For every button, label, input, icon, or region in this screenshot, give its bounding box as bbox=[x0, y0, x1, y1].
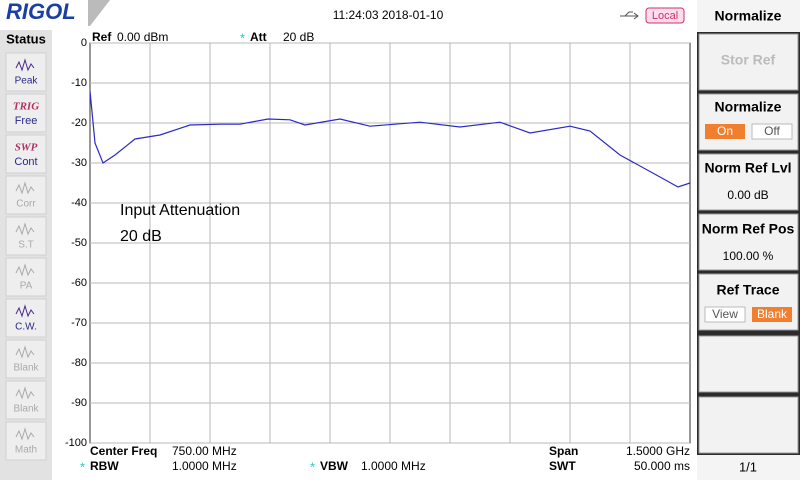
logo: RIGOL bbox=[6, 0, 76, 24]
ref-value: 0.00 dBm bbox=[117, 30, 168, 44]
option-view[interactable] bbox=[704, 306, 746, 323]
status-label: Corr bbox=[16, 199, 36, 210]
y-tick-label: -40 bbox=[71, 197, 87, 209]
y-tick-label: -30 bbox=[71, 157, 87, 169]
status-icon bbox=[15, 386, 35, 400]
header-bar bbox=[0, 0, 697, 30]
softkey-value: 0.00 dB bbox=[727, 188, 768, 202]
option-label: View bbox=[712, 307, 738, 321]
att-value: 20 dB bbox=[283, 30, 314, 44]
remote: Local bbox=[652, 10, 678, 22]
status-label: Blank bbox=[13, 404, 39, 415]
usb-icon bbox=[620, 11, 639, 20]
status-label: S.T bbox=[18, 240, 34, 251]
status-title: Status bbox=[6, 31, 46, 46]
span-value: 1.5000 GHz bbox=[626, 444, 690, 458]
status-label: Math bbox=[15, 445, 37, 456]
softkey-label: Norm Ref Pos bbox=[702, 221, 795, 237]
status-icon bbox=[15, 58, 35, 72]
trace bbox=[89, 90, 691, 188]
status-tile bbox=[5, 257, 47, 297]
softkey-label: Normalize bbox=[715, 99, 782, 115]
status-icon bbox=[15, 181, 35, 195]
swt-label: SWT bbox=[549, 459, 576, 473]
status-icon bbox=[15, 263, 35, 277]
status-tile bbox=[5, 93, 47, 133]
status-label: Peak bbox=[15, 76, 39, 87]
softkey[interactable] bbox=[698, 396, 799, 454]
span-label: Span bbox=[549, 444, 578, 458]
status-icon bbox=[15, 222, 35, 236]
status-label: TRIG bbox=[13, 101, 39, 113]
status-label: SWP bbox=[15, 142, 38, 154]
menu-header bbox=[697, 0, 800, 32]
y-tick-label: -60 bbox=[71, 277, 87, 289]
att-label: Att bbox=[250, 30, 267, 44]
y-tick-label: -70 bbox=[71, 317, 87, 329]
annotation: 20 dB bbox=[120, 228, 162, 245]
status-tile bbox=[5, 134, 47, 174]
vbw-marker: * bbox=[310, 459, 315, 474]
option-blank[interactable] bbox=[752, 307, 792, 322]
status-label: PA bbox=[20, 281, 33, 292]
softkey[interactable] bbox=[698, 335, 799, 393]
status-tile bbox=[5, 339, 47, 379]
logo-deco bbox=[88, 0, 110, 26]
ref-label: Ref bbox=[92, 30, 112, 44]
softkey[interactable] bbox=[698, 153, 799, 211]
annotation: Input Attenuation bbox=[120, 202, 240, 219]
plot: 0 -10 -20 -30 -40 -50 -60 -70 -80 -90 -100 bbox=[65, 37, 691, 449]
y-tick-label: -80 bbox=[71, 357, 87, 369]
option-label: Off bbox=[764, 124, 780, 138]
status-label: C.W. bbox=[15, 322, 37, 333]
local-box bbox=[645, 7, 685, 24]
option-off[interactable] bbox=[751, 123, 793, 140]
vbw-value: 1.0000 MHz bbox=[361, 459, 426, 473]
status-icon bbox=[15, 345, 35, 359]
softkey-label: Ref Trace bbox=[716, 282, 779, 298]
y-tick-label: -10 bbox=[71, 77, 87, 89]
y-tick-label: 0 bbox=[81, 37, 87, 49]
softkey-value: 100.00 % bbox=[723, 249, 774, 263]
status-tile bbox=[5, 52, 47, 92]
status-items: Peak TRIG Free SWP Cont Corr S.T PA C.W. Blank Bla… bbox=[5, 52, 47, 461]
status-tile bbox=[5, 216, 47, 256]
page-bar bbox=[697, 455, 800, 480]
y-tick-label: -50 bbox=[71, 237, 87, 249]
center-value: 750.00 MHz bbox=[172, 444, 237, 458]
status-tile bbox=[5, 175, 47, 215]
center-label: Center Freq bbox=[90, 444, 157, 458]
option-label: On bbox=[717, 124, 733, 138]
softkey-label: Norm Ref Lvl bbox=[704, 160, 791, 176]
rbw-label: RBW bbox=[90, 459, 119, 473]
status-tile bbox=[5, 298, 47, 338]
status-icon bbox=[15, 427, 35, 441]
softkey[interactable] bbox=[698, 93, 799, 151]
status-tile bbox=[5, 380, 47, 420]
option-on[interactable] bbox=[705, 124, 745, 139]
status-tile bbox=[5, 421, 47, 461]
menu-title: Normalize bbox=[715, 8, 782, 24]
y-tick-label: -20 bbox=[71, 117, 87, 129]
page-indicator: 1/1 bbox=[739, 459, 757, 474]
status-label: Cont bbox=[14, 156, 37, 168]
softkey[interactable] bbox=[698, 213, 799, 271]
option-label: Blank bbox=[757, 307, 788, 321]
softkey[interactable] bbox=[698, 33, 799, 91]
swt-value: 50.000 ms bbox=[634, 459, 690, 473]
vbw-label: VBW bbox=[320, 459, 349, 473]
y-tick-label: -90 bbox=[71, 397, 87, 409]
status-label: Blank bbox=[13, 363, 39, 374]
y-tick-label: -100 bbox=[65, 437, 87, 449]
rbw-marker: * bbox=[80, 459, 85, 474]
status-label: Free bbox=[15, 115, 38, 127]
att-marker: * bbox=[240, 30, 245, 45]
status-icon bbox=[15, 304, 35, 318]
datetime: 11:24:03 2018-01-10 bbox=[333, 8, 444, 22]
softkey-label: Stor Ref bbox=[721, 52, 776, 68]
rbw-value: 1.0000 MHz bbox=[172, 459, 237, 473]
